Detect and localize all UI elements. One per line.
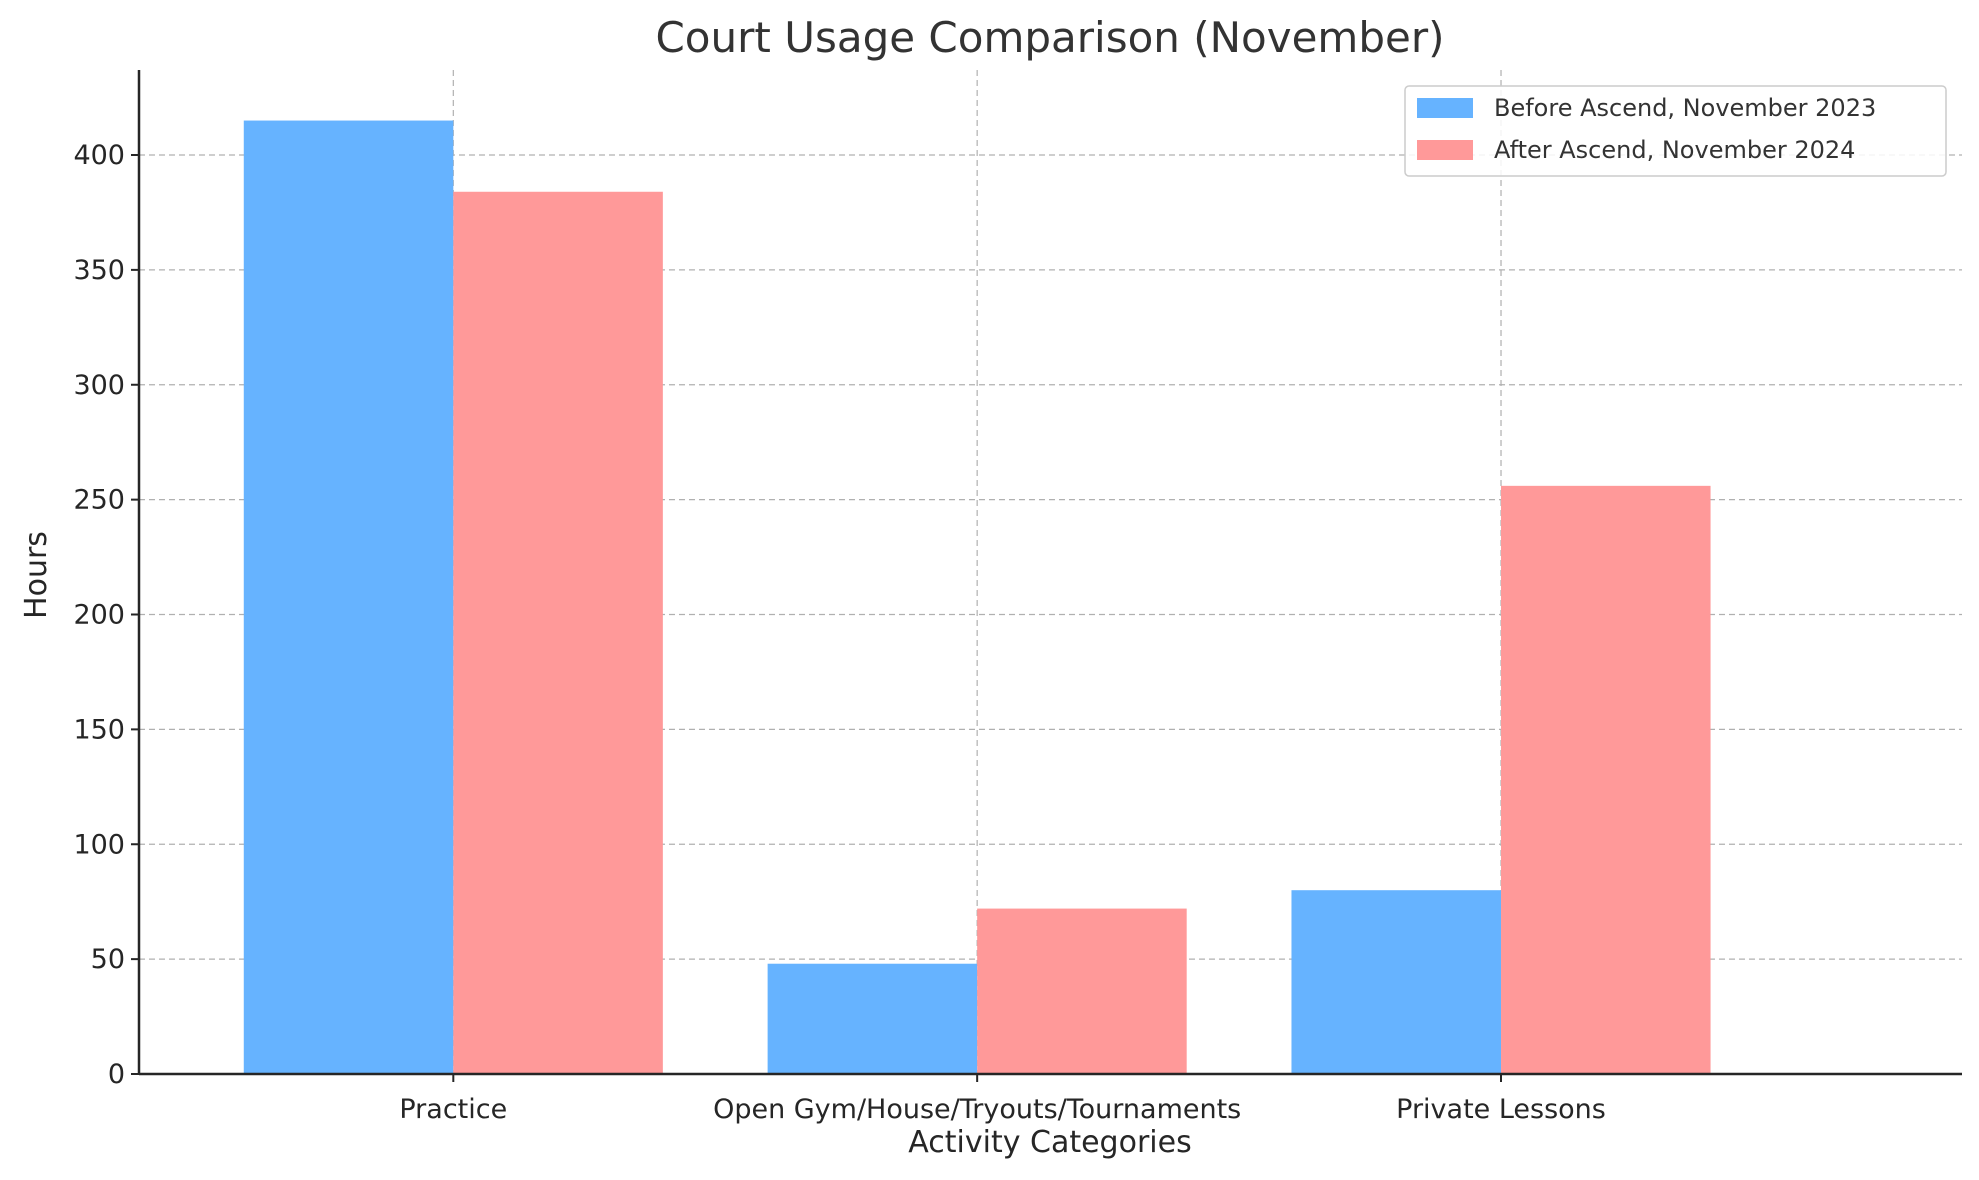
bar-after-2	[1501, 485, 1711, 1075]
chart-title: Court Usage Comparison (November)	[655, 13, 1444, 62]
x-tick-label: Open Gym/House/Tryouts/Tournaments	[713, 1094, 1241, 1125]
axes	[137, 70, 1962, 1076]
y-tick-label: 400	[73, 140, 125, 171]
y-tick-label: 250	[73, 485, 125, 516]
bar-after-1	[977, 908, 1187, 1074]
bar-before-1	[767, 963, 978, 1074]
y-tick-label: 300	[73, 370, 125, 401]
legend-swatch-after	[1417, 140, 1473, 160]
legend-swatch-before	[1417, 98, 1473, 118]
bar-before-2	[1291, 890, 1502, 1074]
legend-label-before: Before Ascend, November 2023	[1494, 94, 1876, 122]
x-axis-title: Activity Categories	[908, 1125, 1191, 1160]
bars	[243, 120, 1711, 1075]
y-tick-label: 150	[73, 714, 125, 745]
x-ticks: Practice Open Gym/House/Tryouts/Tournamen…	[399, 1074, 1606, 1125]
legend: Before Ascend, November 2023 After Ascen…	[1404, 85, 1947, 177]
y-tick-label: 100	[73, 829, 125, 860]
y-tick-label: 350	[73, 255, 125, 286]
x-tick-label: Private Lessons	[1396, 1094, 1606, 1125]
x-tick-label: Practice	[399, 1094, 507, 1125]
legend-box	[1404, 85, 1947, 177]
bar-before-0	[243, 120, 454, 1075]
bar-after-0	[453, 191, 663, 1074]
y-tick-label: 200	[73, 600, 125, 631]
y-tick-label: 0	[108, 1059, 125, 1090]
y-tick-label: 50	[91, 944, 125, 975]
legend-label-after: After Ascend, November 2024	[1494, 136, 1855, 164]
y-axis-title: Hours	[19, 531, 54, 619]
y-ticks: 0 50 100 150 200 250 300 350 400	[73, 140, 139, 1090]
